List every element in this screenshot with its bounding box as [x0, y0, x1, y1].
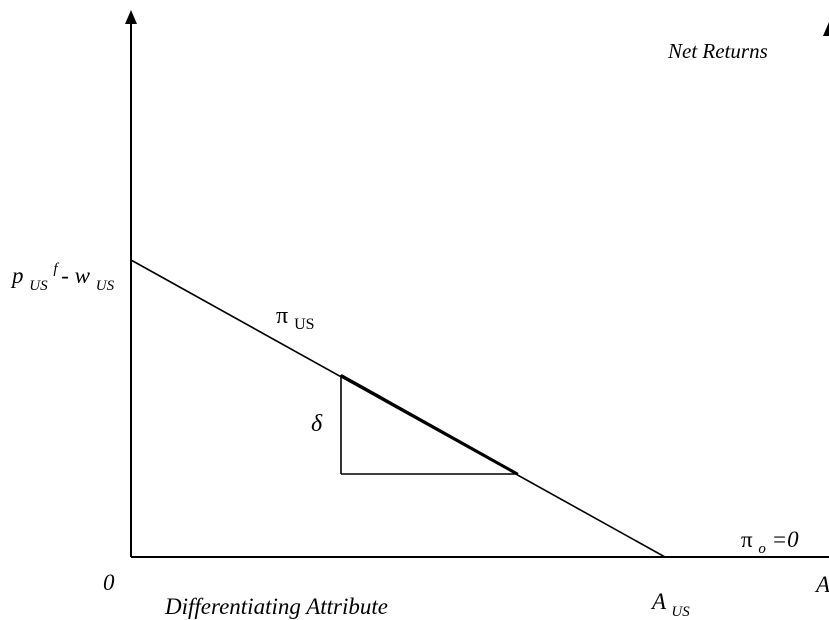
pi-o-symbol: π [741, 527, 753, 552]
a-us-label: A US [650, 589, 690, 620]
intercept-w-sub: US [96, 278, 115, 294]
pi-us-symbol: π [276, 303, 288, 329]
intercept-label: p US f - w US [10, 253, 115, 295]
pi-o-sub: o [758, 541, 766, 557]
a-us-symbol: A [650, 589, 667, 614]
intercept-p-sub: US [29, 278, 48, 294]
delta-label: δ [311, 411, 323, 437]
x-axis-label: Differentiating Attribute [164, 594, 388, 619]
origin-label: 0 [103, 570, 115, 595]
y-axis-arrow [125, 10, 137, 24]
intercept-minus: - w [61, 263, 90, 288]
intercept-p: p [10, 263, 24, 288]
pi-o-label: π o =0 [741, 527, 799, 558]
pi-us-label: π US [276, 303, 315, 333]
x-axis-end-label: A [814, 572, 829, 597]
pi-us-line [131, 260, 665, 557]
delta-hypotenuse [341, 375, 518, 474]
a-us-sub: US [671, 604, 690, 620]
y-axis-label: Net Returns [667, 39, 768, 63]
intercept-p-sup: f [53, 261, 59, 277]
pi-us-sub: US [294, 316, 314, 333]
pi-o-rest: =0 [772, 527, 800, 552]
right-axis-arrow [823, 22, 829, 36]
